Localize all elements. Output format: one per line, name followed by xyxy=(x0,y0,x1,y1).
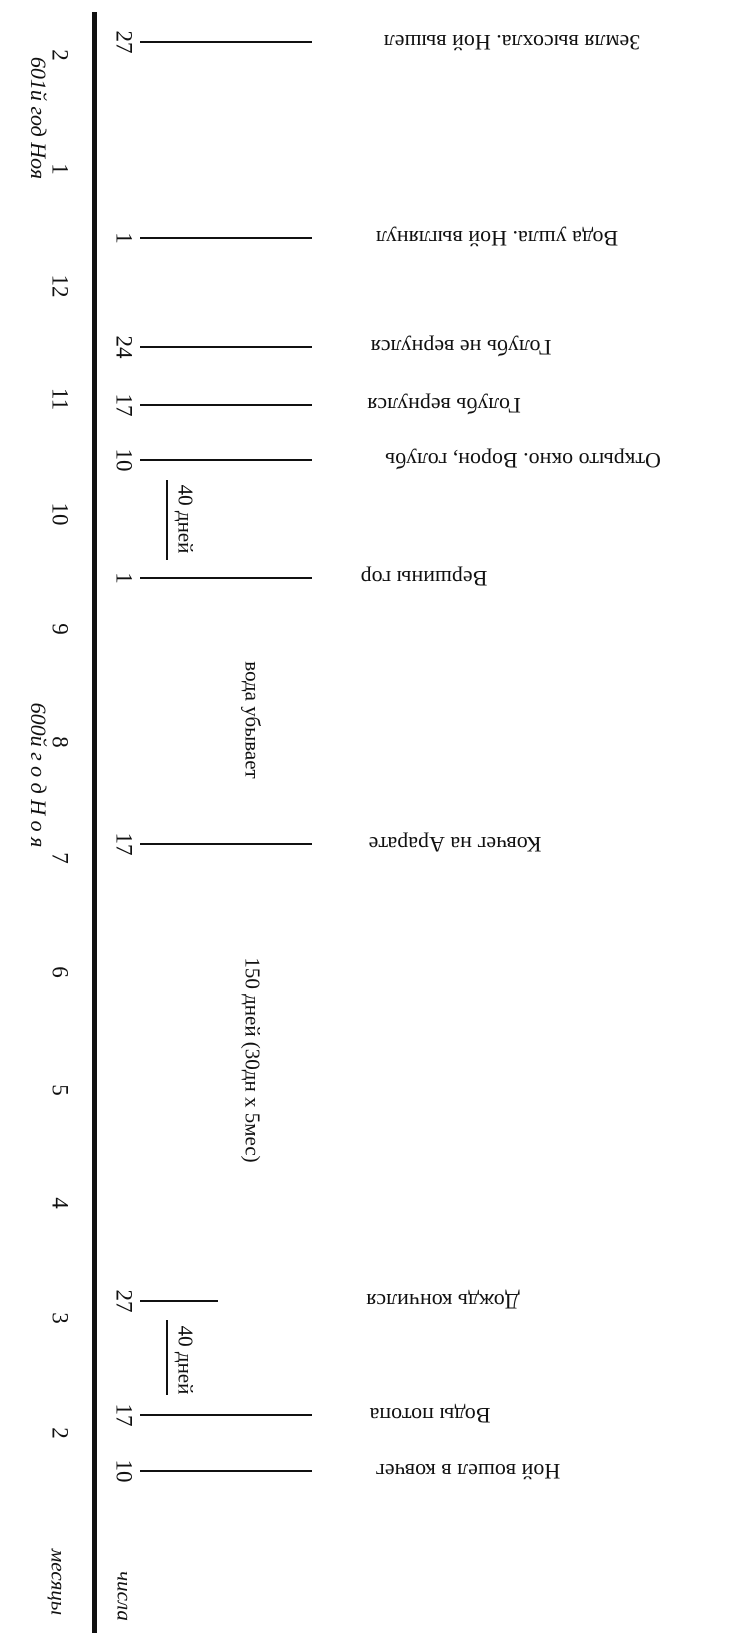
event-day-number: 10 xyxy=(111,1459,137,1483)
event-day-number: 1 xyxy=(111,232,137,244)
event-label: Открыто окно. Ворон, голубь xyxy=(385,448,661,473)
event-marker-line xyxy=(140,459,312,461)
period-bracket-line xyxy=(166,1320,168,1395)
event-label: Ковчег на Арарате xyxy=(368,832,542,857)
event-day-number: 17 xyxy=(111,1403,137,1427)
month-number: 3 xyxy=(47,1312,73,1324)
event-label: Голубь вернулся xyxy=(367,393,521,418)
event-day-number: 17 xyxy=(111,832,137,856)
event-label: Вода ушла. Ной выглянул xyxy=(375,226,619,251)
event-marker-line xyxy=(140,41,312,43)
month-number: 2 xyxy=(47,1427,73,1439)
month-number: 11 xyxy=(47,387,73,411)
year-label: 600й г о д Н о я xyxy=(26,702,51,848)
month-number: 10 xyxy=(47,502,73,526)
days-axis-caption: числа xyxy=(112,1571,137,1621)
period-label: вода убывает xyxy=(240,661,265,779)
timeline-axis xyxy=(92,12,97,1633)
month-number: 8 xyxy=(47,736,73,748)
month-number: 9 xyxy=(47,623,73,635)
period-label: 40 дней xyxy=(173,1325,198,1395)
event-marker-line xyxy=(140,843,312,845)
event-marker-line xyxy=(140,346,312,348)
period-label: 40 дней xyxy=(173,484,198,554)
month-number: 6 xyxy=(47,966,73,978)
event-day-number: 24 xyxy=(111,335,137,359)
period-bracket-line xyxy=(166,480,168,560)
month-number: 5 xyxy=(47,1084,73,1096)
event-marker-line xyxy=(140,1414,312,1416)
event-marker-line xyxy=(140,1470,312,1472)
event-label: Земля высохла. Ной вышел xyxy=(383,30,641,55)
event-label: Воды потопа xyxy=(369,1403,491,1428)
event-day-number: 1 xyxy=(111,572,137,584)
event-marker-line xyxy=(140,577,312,579)
event-label: Ной вошел в ковчег xyxy=(375,1459,561,1484)
event-day-number: 10 xyxy=(111,448,137,472)
month-number: 2 xyxy=(47,49,73,61)
event-marker-line xyxy=(140,237,312,239)
month-number: 12 xyxy=(47,274,73,298)
month-number: 7 xyxy=(47,852,73,864)
months-axis-caption: месяцы xyxy=(46,1548,71,1616)
event-day-number: 17 xyxy=(111,393,137,417)
period-label: 150 дней (30дн х 5мес) xyxy=(240,957,265,1163)
event-marker-line xyxy=(140,404,312,406)
event-day-number: 27 xyxy=(111,1289,137,1313)
event-label: Вершины гор xyxy=(360,566,488,591)
year-label: 601й год Ноя xyxy=(26,56,51,180)
event-label: Дождь кончился xyxy=(366,1289,520,1314)
month-number: 4 xyxy=(47,1197,73,1209)
event-label: Голубь не вернулся xyxy=(370,335,552,360)
event-marker-line xyxy=(140,1300,218,1302)
event-day-number: 27 xyxy=(111,30,137,54)
month-number: 1 xyxy=(47,163,73,175)
